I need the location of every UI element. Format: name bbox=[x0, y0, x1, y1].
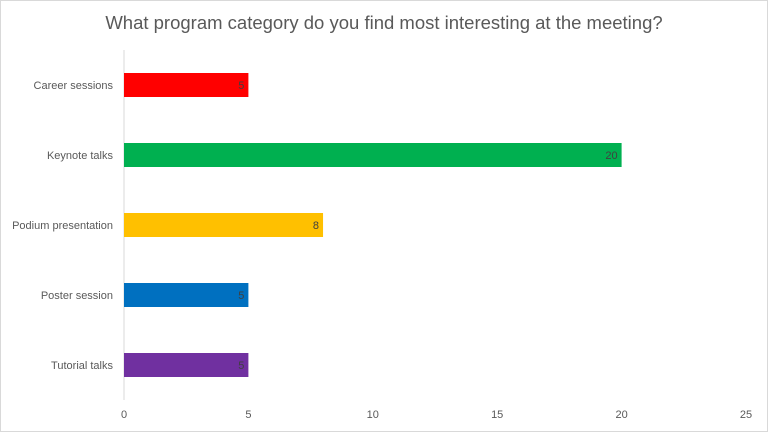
bar bbox=[124, 213, 324, 237]
x-tick-label: 25 bbox=[740, 409, 752, 421]
x-tick-label: 15 bbox=[491, 409, 503, 421]
bar bbox=[124, 143, 622, 167]
category-label: Poster session bbox=[41, 290, 113, 302]
chart-title: What program category do you find most i… bbox=[105, 12, 663, 33]
category-label: Tutorial talks bbox=[51, 360, 113, 372]
bar bbox=[124, 73, 249, 97]
data-label: 5 bbox=[238, 80, 244, 92]
x-tick-label: 20 bbox=[615, 409, 627, 421]
category-label: Podium presentation bbox=[12, 220, 113, 232]
bar bbox=[124, 353, 249, 377]
bar bbox=[124, 283, 249, 307]
x-tick-label: 5 bbox=[245, 409, 251, 421]
x-tick-label: 0 bbox=[121, 409, 127, 421]
data-label: 8 bbox=[313, 220, 319, 232]
data-label: 20 bbox=[605, 150, 617, 162]
data-label: 5 bbox=[238, 290, 244, 302]
category-label: Keynote talks bbox=[47, 150, 114, 162]
x-tick-label: 10 bbox=[367, 409, 379, 421]
category-label: Career sessions bbox=[34, 80, 114, 92]
data-label: 5 bbox=[238, 360, 244, 372]
